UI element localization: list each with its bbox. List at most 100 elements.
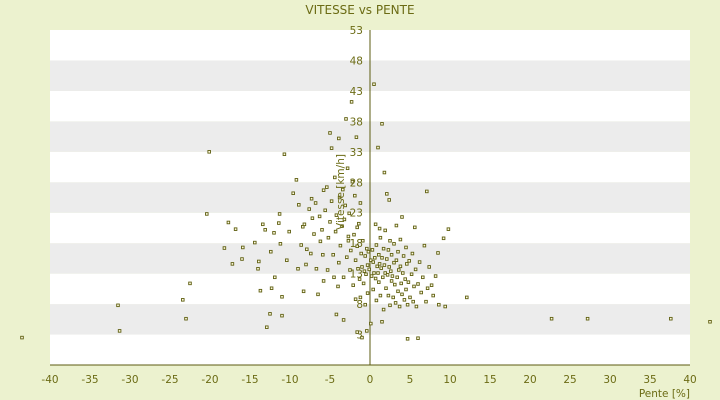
- data-point: [356, 267, 360, 271]
- data-point: [360, 265, 364, 269]
- data-point: [318, 239, 323, 244]
- y-tick-label: 53: [350, 25, 363, 37]
- data-point: [359, 251, 363, 256]
- data-point: [296, 267, 300, 271]
- data-point: [421, 275, 425, 280]
- x-tick-label: -25: [161, 374, 178, 386]
- x-tick-label: -35: [81, 374, 98, 386]
- data-point: [282, 152, 287, 157]
- data-point: [343, 203, 347, 208]
- data-point: [233, 227, 238, 231]
- data-point: [309, 196, 314, 201]
- data-point: [373, 222, 378, 227]
- data-point: [377, 253, 381, 257]
- data-point: [346, 238, 351, 243]
- data-point: [277, 221, 281, 225]
- data-point: [405, 337, 410, 341]
- data-point: [397, 304, 402, 309]
- data-point: [369, 258, 373, 262]
- data-point: [397, 268, 401, 272]
- data-point: [367, 267, 371, 272]
- data-point: [353, 258, 358, 262]
- data-point: [403, 277, 407, 281]
- data-point: [549, 316, 554, 321]
- data-point: [383, 271, 387, 275]
- data-point: [332, 275, 336, 280]
- data-point: [334, 312, 339, 317]
- data-point: [287, 229, 291, 234]
- data-point: [396, 289, 400, 294]
- data-point: [365, 291, 370, 295]
- data-point: [226, 220, 231, 225]
- data-point: [337, 136, 341, 141]
- data-point: [309, 251, 313, 256]
- data-point: [326, 235, 331, 240]
- data-point: [205, 212, 209, 216]
- data-point: [345, 166, 350, 171]
- x-tick-label: -20: [201, 374, 218, 386]
- data-point: [325, 185, 329, 189]
- data-point: [331, 253, 335, 257]
- data-point: [433, 274, 438, 278]
- data-point: [323, 208, 327, 213]
- data-point: [413, 267, 418, 272]
- y-tick-label: 48: [350, 55, 363, 67]
- data-point: [425, 189, 429, 194]
- data-point: [350, 179, 355, 184]
- data-point: [399, 281, 403, 286]
- data-point: [184, 316, 188, 321]
- data-point: [416, 336, 420, 340]
- data-point: [419, 290, 423, 295]
- data-point: [411, 299, 415, 304]
- data-point: [377, 262, 382, 266]
- x-tick-label: 0: [367, 374, 374, 386]
- data-point: [207, 150, 211, 154]
- data-point: [405, 302, 410, 307]
- data-point: [381, 307, 386, 312]
- data-point: [371, 260, 375, 264]
- data-point: [329, 146, 334, 150]
- y-tick-label: 18: [350, 238, 363, 250]
- y-tick-label: 8: [356, 299, 363, 311]
- data-point: [337, 260, 341, 265]
- data-point: [378, 293, 383, 298]
- data-point: [321, 253, 325, 257]
- data-point: [299, 243, 303, 247]
- data-point: [360, 335, 364, 340]
- data-point: [358, 201, 363, 205]
- data-point: [272, 231, 276, 235]
- data-point: [361, 238, 365, 243]
- data-point: [404, 287, 408, 292]
- data-point: [321, 279, 326, 283]
- data-point: [378, 235, 383, 240]
- data-point: [342, 217, 347, 222]
- data-point: [349, 100, 354, 104]
- x-tick-label: 40: [683, 374, 696, 386]
- data-point: [280, 295, 284, 299]
- axes: [50, 30, 690, 366]
- data-point: [425, 286, 430, 291]
- data-point: [400, 292, 404, 297]
- data-point: [353, 297, 358, 301]
- data-point: [431, 293, 435, 298]
- data-point: [375, 264, 379, 269]
- data-point: [424, 299, 428, 304]
- data-point: [369, 321, 373, 326]
- data-point: [361, 281, 366, 286]
- data-point: [258, 288, 263, 293]
- data-point: [346, 234, 351, 239]
- y-tick-label: 43: [350, 86, 363, 98]
- data-point: [381, 275, 385, 280]
- data-point: [413, 225, 417, 230]
- data-point: [370, 248, 375, 252]
- data-point: [392, 260, 396, 265]
- data-point: [708, 320, 712, 324]
- data-point: [297, 203, 301, 207]
- data-point: [355, 225, 359, 230]
- data-point: [294, 178, 299, 182]
- data-point: [465, 295, 469, 300]
- data-point: [365, 329, 369, 333]
- x-tick-label: 25: [563, 374, 576, 386]
- data-point: [241, 245, 245, 250]
